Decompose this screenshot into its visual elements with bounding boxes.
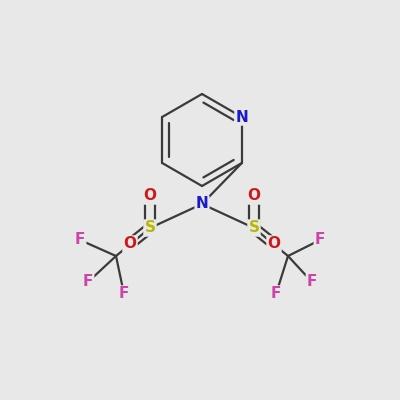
Text: S: S xyxy=(144,220,156,236)
Text: S: S xyxy=(248,220,260,236)
Text: O: O xyxy=(144,188,156,204)
Text: F: F xyxy=(307,274,317,290)
Text: F: F xyxy=(119,286,129,302)
Text: O: O xyxy=(124,236,136,252)
Text: O: O xyxy=(268,236,280,252)
Text: F: F xyxy=(75,232,85,248)
Text: O: O xyxy=(248,188,260,204)
Text: N: N xyxy=(236,110,248,124)
Text: F: F xyxy=(83,274,93,290)
Text: N: N xyxy=(196,196,208,212)
Text: F: F xyxy=(271,286,281,302)
Text: F: F xyxy=(315,232,325,248)
